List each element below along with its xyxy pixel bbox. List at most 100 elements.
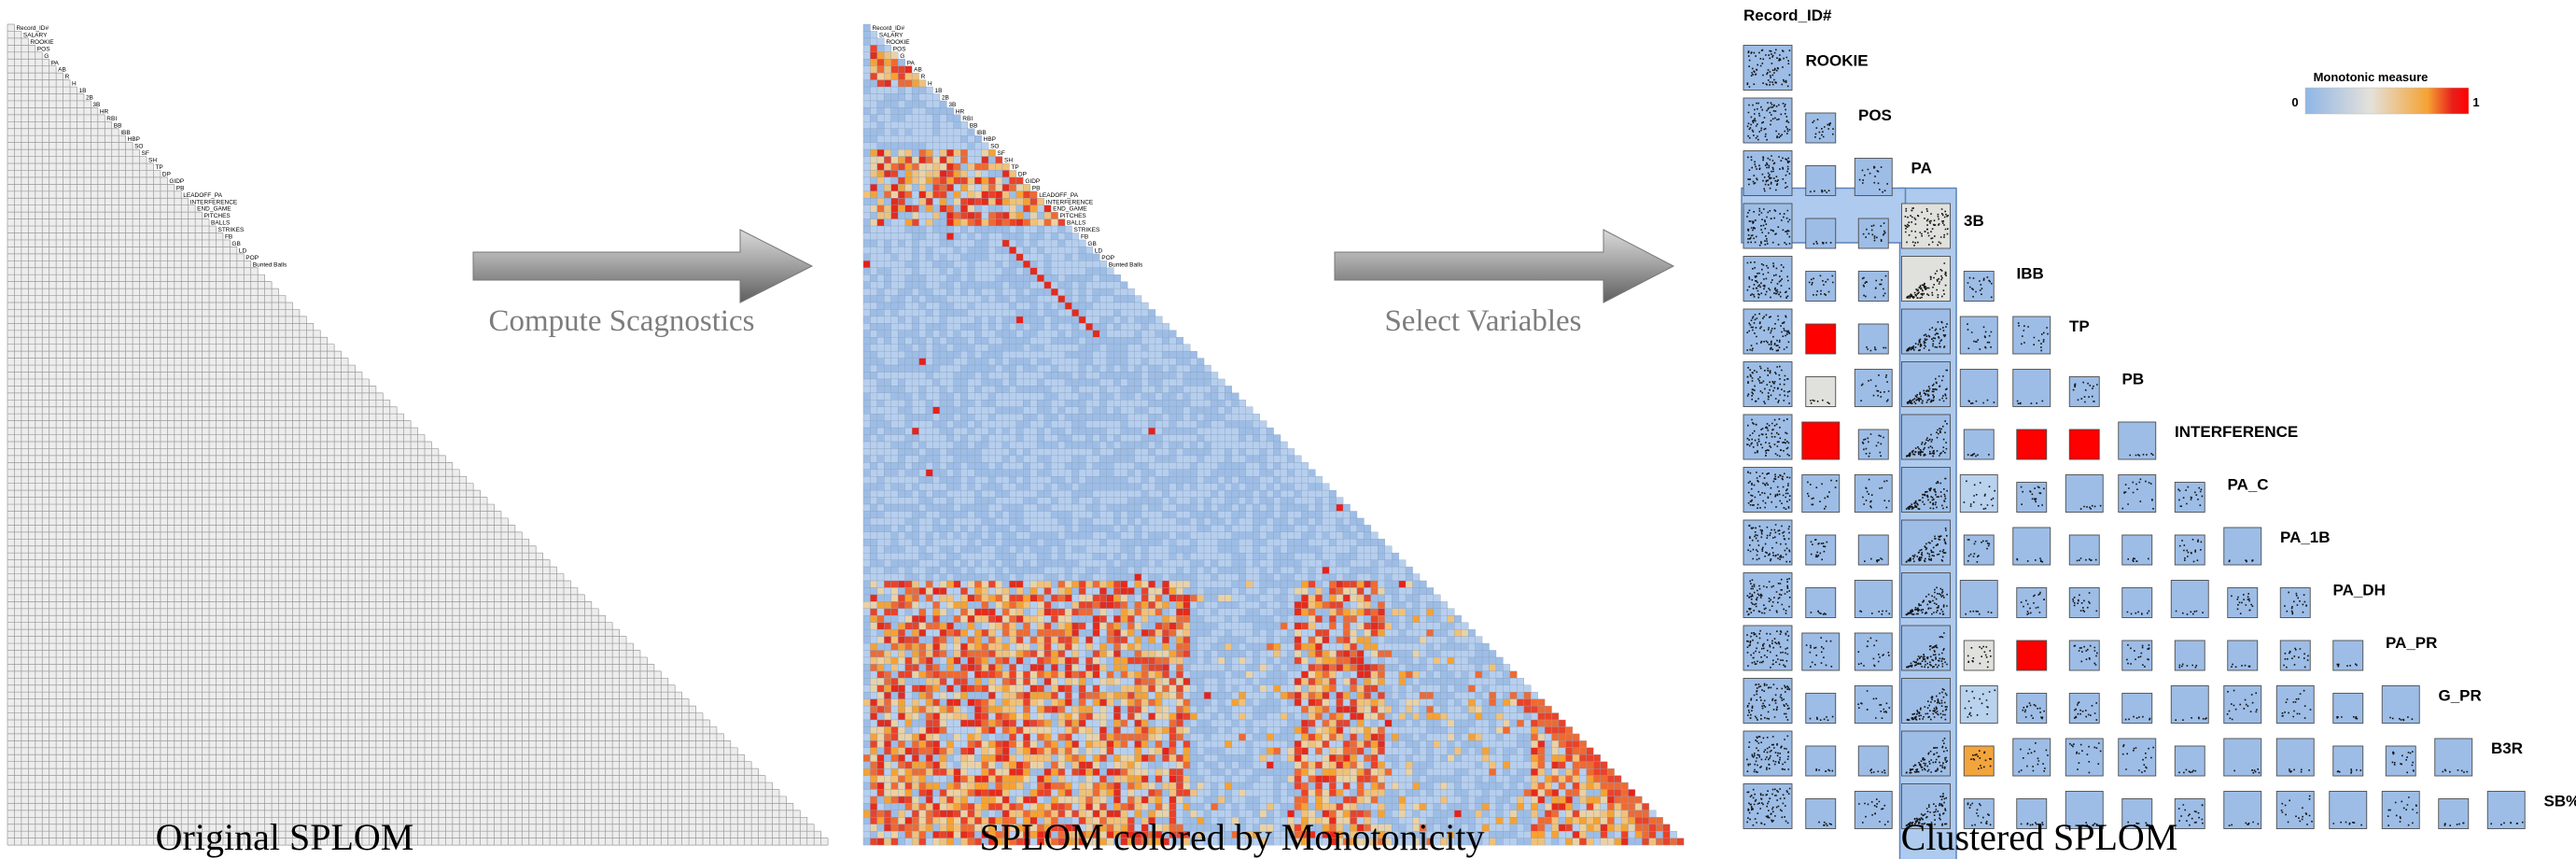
splom-cell xyxy=(1211,650,1219,658)
variable-label: SF xyxy=(142,150,149,157)
splom-cell xyxy=(995,261,1003,268)
splom-cell xyxy=(1148,650,1156,658)
splom-cell xyxy=(1336,670,1344,679)
splom-cell xyxy=(1398,594,1407,602)
splom-cell xyxy=(1405,601,1413,609)
splom-cell xyxy=(1120,670,1128,679)
splom-cell xyxy=(946,573,955,582)
splom-cell xyxy=(1050,692,1058,699)
splom-cell xyxy=(1266,601,1274,609)
splom-cell xyxy=(1064,392,1072,401)
splom-cell xyxy=(1384,587,1393,596)
splom-cell xyxy=(1106,636,1114,644)
splom-cell xyxy=(890,678,899,685)
splom-cell xyxy=(1412,573,1421,582)
splom-cell xyxy=(1043,448,1052,457)
splom-cell xyxy=(946,489,955,498)
splom-cell xyxy=(1001,650,1010,658)
splom-cell xyxy=(946,148,955,157)
splom-row xyxy=(7,469,460,477)
splom-cell xyxy=(1113,594,1121,602)
splom-cell xyxy=(918,392,927,401)
splom-cell xyxy=(1043,392,1052,401)
splom-cell xyxy=(1162,503,1169,512)
splom-cell xyxy=(1225,414,1233,421)
splom-cell xyxy=(884,59,891,66)
splom-cell xyxy=(967,302,975,310)
splom-cell xyxy=(987,448,996,457)
splom-cell xyxy=(1239,434,1246,443)
splom-cell xyxy=(1225,483,1233,491)
splom-cell xyxy=(1454,636,1462,644)
splom-cell xyxy=(1078,406,1086,415)
splom-cell xyxy=(1155,573,1163,582)
splom-cell xyxy=(925,386,933,394)
splom-cell xyxy=(1294,594,1302,602)
splom-cell xyxy=(870,553,878,560)
splom-cell xyxy=(862,31,871,39)
splom-cell xyxy=(1342,525,1351,533)
splom-cell xyxy=(1370,692,1379,699)
splom-cell xyxy=(1308,622,1316,630)
splom-cell xyxy=(1001,573,1010,582)
splom-cell xyxy=(1322,545,1330,554)
splom-cell xyxy=(995,678,1003,685)
splom-cell xyxy=(1245,455,1253,463)
splom-cell xyxy=(1015,539,1024,546)
splom-cell xyxy=(898,462,905,470)
splom-cell xyxy=(1273,448,1281,457)
splom-cell xyxy=(974,246,982,255)
splom-cell xyxy=(925,406,933,415)
splom-cell xyxy=(981,503,989,512)
splom-cell xyxy=(939,350,947,359)
splom-cell xyxy=(1176,476,1183,484)
splom-cell xyxy=(1301,684,1309,693)
splom-cell xyxy=(1099,692,1107,699)
splom-cell xyxy=(1141,692,1149,699)
splom-cell xyxy=(1287,545,1295,554)
splom-cell xyxy=(1176,642,1183,651)
splom-cell xyxy=(1141,427,1149,435)
splom-cell xyxy=(1162,364,1169,373)
splom-cell xyxy=(1113,281,1121,289)
variable-label: GIDP xyxy=(169,178,184,185)
variable-label: 1B xyxy=(79,88,87,94)
splom-cell xyxy=(1197,392,1205,401)
splom-cell xyxy=(1266,511,1274,519)
splom-cell xyxy=(1057,483,1066,491)
splom-cell xyxy=(1364,636,1372,644)
splom-cell xyxy=(1197,427,1205,435)
splom-cell xyxy=(939,344,947,352)
splom-cell xyxy=(1162,559,1169,568)
splom-cell xyxy=(1023,253,1030,261)
splom-cell xyxy=(1328,615,1337,623)
splom-cell xyxy=(995,198,1003,205)
splom-cell xyxy=(1176,378,1183,387)
splom-cell xyxy=(890,650,899,658)
splom-cell xyxy=(1023,288,1030,296)
splom-cell xyxy=(911,218,919,227)
splom-cell xyxy=(1162,636,1169,644)
splom-cell xyxy=(1189,692,1197,699)
splom-cell xyxy=(1169,692,1177,699)
splom-cell xyxy=(1029,350,1038,359)
splom-cell xyxy=(1009,350,1017,359)
splom-cell xyxy=(1037,204,1044,213)
splom-cell xyxy=(876,664,885,672)
splom-cell xyxy=(1078,288,1086,296)
splom-cell xyxy=(870,511,878,519)
splom-cell xyxy=(1134,441,1142,449)
splom-cell xyxy=(939,267,947,275)
splom-cell xyxy=(932,184,941,191)
splom-cell xyxy=(1239,608,1246,616)
splom-cell xyxy=(1113,358,1121,366)
splom-cell xyxy=(1197,573,1205,582)
splom-cell xyxy=(904,692,913,699)
variable-label: END_GAME xyxy=(197,206,231,213)
splom-cell xyxy=(946,476,955,484)
splom-cell xyxy=(974,476,982,484)
splom-cell xyxy=(1169,615,1177,623)
splom-cell xyxy=(1239,448,1246,457)
splom-cell xyxy=(1495,656,1504,665)
splom-cell xyxy=(1148,483,1156,491)
